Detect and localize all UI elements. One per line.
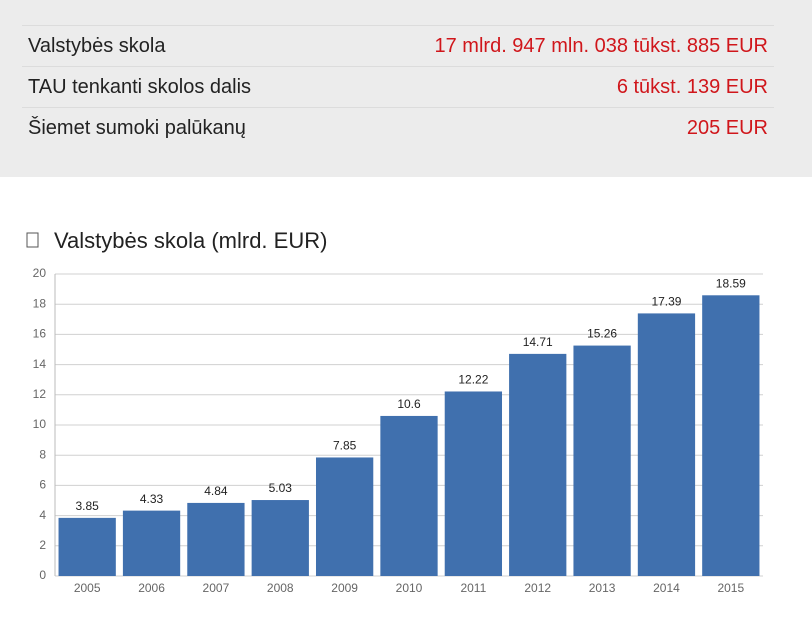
row-value: 6 tūkst. 139 EUR bbox=[616, 76, 768, 98]
summary-row: TAU tenkanti skolos dalis 6 tūkst. 139 E… bbox=[22, 66, 774, 107]
y-tick-label: 16 bbox=[33, 327, 47, 341]
y-tick-label: 20 bbox=[33, 266, 47, 280]
bar bbox=[58, 517, 116, 576]
bar bbox=[122, 510, 181, 576]
bar bbox=[380, 415, 438, 576]
bar bbox=[509, 353, 567, 576]
y-tick-label: 18 bbox=[33, 296, 47, 310]
value-label: 17.39 bbox=[651, 295, 681, 309]
summary-row: Valstybės skola 17 mlrd. 947 mln. 038 tū… bbox=[22, 25, 774, 66]
x-tick-label: 2013 bbox=[589, 581, 616, 595]
title-icon bbox=[26, 232, 39, 248]
bar bbox=[187, 502, 245, 576]
value-label: 10.6 bbox=[397, 397, 421, 411]
summary-row: Šiemet sumoki palūkanų 205 EUR bbox=[22, 107, 774, 148]
value-label: 5.03 bbox=[269, 481, 293, 495]
value-label: 4.84 bbox=[204, 484, 228, 498]
row-label: Valstybės skola bbox=[28, 35, 166, 57]
x-tick-label: 2012 bbox=[524, 581, 551, 595]
y-tick-label: 14 bbox=[33, 357, 47, 371]
bar bbox=[444, 391, 503, 576]
x-tick-label: 2010 bbox=[396, 581, 423, 595]
value-label: 14.71 bbox=[523, 335, 553, 349]
x-tick-label: 2015 bbox=[717, 581, 744, 595]
value-label: 7.85 bbox=[333, 439, 357, 453]
chart-title: Valstybės skola (mlrd. EUR) bbox=[54, 228, 327, 253]
value-label: 18.59 bbox=[716, 276, 746, 290]
y-tick-label: 2 bbox=[39, 538, 46, 552]
value-label: 3.85 bbox=[76, 499, 100, 513]
y-tick-label: 4 bbox=[39, 508, 46, 522]
x-tick-label: 2009 bbox=[331, 581, 358, 595]
chart: Valstybės skola (mlrd. EUR) 0 2 4 6 8 10 12 14 1… bbox=[26, 228, 763, 595]
y-tick-label: 6 bbox=[39, 478, 46, 492]
bar bbox=[251, 500, 309, 576]
x-tick-label: 2005 bbox=[74, 581, 101, 595]
summary-panel: Valstybės skola 17 mlrd. 947 mln. 038 tū… bbox=[0, 0, 812, 177]
value-label: 15.26 bbox=[587, 327, 617, 341]
y-tick-label: 10 bbox=[33, 417, 47, 431]
row-label: Šiemet sumoki palūkanų bbox=[28, 117, 246, 139]
bar bbox=[573, 345, 631, 576]
row-value: 17 mlrd. 947 mln. 038 tūkst. 885 EUR bbox=[434, 35, 769, 57]
value-label: 12.22 bbox=[458, 373, 488, 387]
row-label: TAU tenkanti skolos dalis bbox=[28, 76, 252, 98]
row-value: 205 EUR bbox=[686, 117, 768, 139]
x-tick-label: 2006 bbox=[138, 581, 165, 595]
y-tick-label: 0 bbox=[39, 568, 46, 582]
bar bbox=[637, 313, 696, 576]
value-label: 4.33 bbox=[140, 492, 164, 506]
y-tick-label: 8 bbox=[39, 447, 46, 461]
bar bbox=[702, 295, 760, 576]
x-tick-label: 2014 bbox=[653, 581, 680, 595]
x-tick-label: 2007 bbox=[203, 581, 230, 595]
bar bbox=[315, 457, 374, 576]
x-tick-label: 2011 bbox=[460, 581, 486, 595]
x-tick-label: 2008 bbox=[267, 581, 294, 595]
y-tick-label: 12 bbox=[33, 387, 47, 401]
